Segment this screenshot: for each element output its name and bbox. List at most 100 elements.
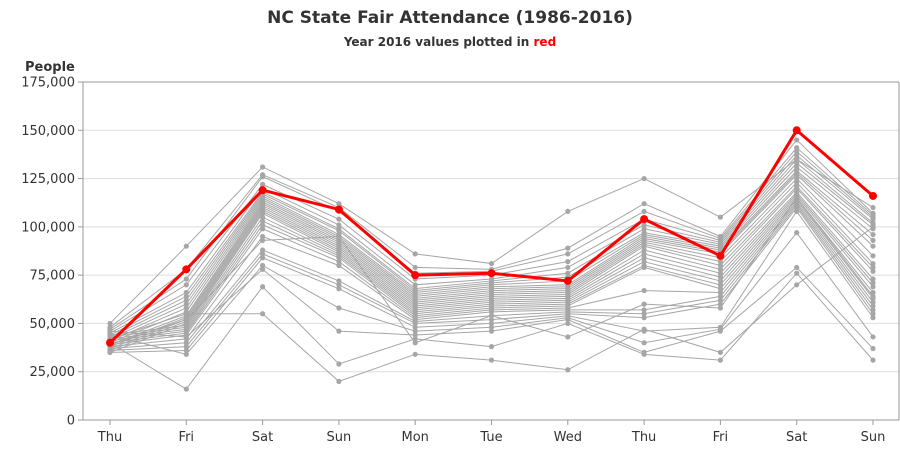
data-point-other-year [794, 179, 800, 186]
data-point-other-year [565, 334, 571, 340]
data-point-other-year [488, 324, 495, 330]
data-point-other-year [260, 226, 266, 232]
data-point-other-year [870, 243, 876, 249]
x-tick-label: Thu [97, 430, 122, 445]
data-point-other-year [565, 251, 571, 257]
data-point-other-year [870, 284, 876, 290]
data-point-other-year [641, 340, 647, 346]
data-point-2016 [640, 215, 649, 224]
data-point-other-year [870, 260, 876, 267]
data-point-other-year [336, 378, 342, 384]
data-point-other-year [260, 164, 266, 170]
data-point-other-year [565, 316, 571, 323]
data-point-other-year [717, 282, 724, 288]
data-point-other-year [260, 218, 266, 224]
data-point-other-year [336, 233, 342, 240]
data-point-other-year [488, 328, 495, 334]
data-point-other-year [412, 282, 418, 288]
data-point-other-year [488, 320, 495, 327]
data-point-other-year [641, 255, 647, 261]
data-point-2016 [106, 338, 114, 347]
data-point-other-year [794, 204, 800, 211]
data-point-other-year [641, 243, 647, 249]
data-point-other-year [641, 175, 647, 182]
data-point-other-year [717, 286, 724, 292]
data-point-2016 [792, 126, 801, 135]
data-point-other-year [641, 315, 647, 321]
data-point-other-year [870, 224, 876, 230]
data-point-other-year [412, 340, 418, 346]
data-point-2016 [411, 271, 420, 280]
data-point-other-year [183, 344, 189, 350]
data-point-other-year [794, 282, 800, 288]
y-axis-label: People [25, 60, 75, 75]
x-tick-label: Wed [554, 430, 582, 445]
data-point-other-year [336, 222, 342, 228]
data-point-other-year [794, 145, 800, 151]
data-point-2016 [869, 191, 877, 200]
data-point-other-year [717, 293, 724, 299]
data-point-other-year [870, 276, 876, 282]
data-point-other-year [336, 216, 342, 222]
data-point-other-year [260, 210, 266, 216]
data-point-other-year [260, 284, 266, 290]
data-point-other-year [107, 328, 113, 334]
data-point-other-year [260, 247, 266, 253]
data-point-other-year [794, 152, 800, 158]
x-tick-label: Sat [252, 430, 273, 445]
data-point-other-year [565, 208, 571, 215]
x-tick-label: Fri [179, 430, 195, 445]
data-point-other-year [641, 259, 647, 265]
data-point-other-year [870, 216, 876, 222]
data-point-other-year [260, 222, 266, 228]
data-point-other-year [794, 270, 800, 276]
data-point-other-year [260, 266, 266, 272]
data-point-other-year [641, 201, 647, 207]
data-point-other-year [183, 334, 189, 340]
data-point-other-year [183, 243, 189, 249]
data-point-other-year [260, 174, 266, 180]
data-point-other-year [107, 320, 113, 327]
data-point-other-year [870, 268, 876, 274]
y-tick-label: 125,000 [21, 172, 75, 187]
data-point-other-year [870, 293, 876, 299]
data-point-2016 [258, 186, 267, 195]
data-point-other-year [717, 214, 724, 220]
data-point-other-year [794, 208, 800, 215]
data-point-other-year [717, 357, 724, 363]
data-point-other-year [717, 278, 724, 284]
data-point-other-year [260, 237, 266, 243]
x-tick-label: Mon [401, 430, 428, 445]
data-point-other-year [870, 204, 876, 211]
data-point-other-year [870, 345, 876, 352]
data-point-other-year [336, 305, 342, 311]
data-point-other-year [717, 289, 724, 296]
data-point-other-year [107, 332, 113, 338]
data-point-other-year [641, 311, 647, 317]
data-point-other-year [412, 264, 418, 271]
data-point-other-year [260, 233, 266, 240]
data-point-other-year [260, 251, 266, 257]
data-point-other-year [794, 230, 800, 236]
data-point-other-year [641, 222, 647, 228]
data-point-other-year [641, 307, 647, 313]
data-point-2016 [716, 251, 725, 260]
data-point-other-year [183, 351, 189, 357]
data-point-other-year [183, 311, 189, 317]
data-point-other-year [641, 247, 647, 253]
chart-subtitle: Year 2016 values plotted in red [0, 35, 900, 49]
data-point-other-year [488, 344, 495, 350]
y-tick-label: 0 [67, 414, 75, 429]
subtitle-highlight: red [533, 35, 557, 49]
data-point-other-year [412, 351, 418, 357]
data-point-other-year [260, 311, 266, 317]
data-point-other-year [641, 301, 647, 307]
data-point-2016 [487, 269, 496, 278]
data-point-other-year [717, 305, 724, 311]
data-point-2016 [563, 276, 572, 285]
data-point-other-year [641, 251, 647, 257]
data-point-other-year [870, 289, 876, 296]
data-point-other-year [717, 262, 724, 269]
data-point-other-year [565, 264, 571, 271]
